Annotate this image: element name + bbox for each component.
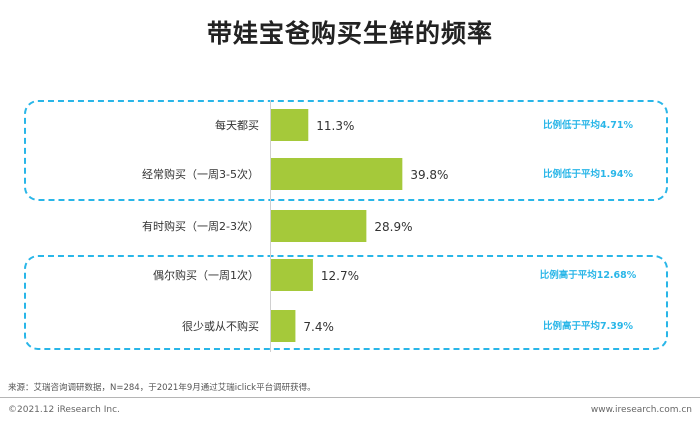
- comparison-annotation: 比例高于平均12.68%: [540, 269, 637, 281]
- value-label: 12.7%: [321, 269, 359, 283]
- category-label: 很少或从不购买: [182, 319, 259, 333]
- comparison-annotation: 比例低于平均1.94%: [543, 168, 633, 180]
- value-label: 28.9%: [374, 220, 412, 234]
- bar: [271, 158, 403, 190]
- bar: [271, 109, 309, 141]
- value-label: 39.8%: [410, 168, 448, 182]
- group-box-below-average: [24, 100, 668, 201]
- copyright-text: ©2021.12 iResearch Inc.: [8, 405, 120, 415]
- category-label: 经常购买（一周3-5次）: [142, 167, 259, 181]
- category-label: 偶尔购买（一周1次）: [153, 268, 259, 282]
- category-label: 每天都买: [215, 118, 259, 132]
- source-note: 来源：艾瑞咨询调研数据，N=284，于2021年9月通过艾瑞iclick平台调研…: [8, 383, 316, 393]
- value-label: 11.3%: [316, 119, 354, 133]
- bar: [271, 259, 313, 291]
- website-text: www.iresearch.com.cn: [590, 405, 692, 415]
- comparison-annotation: 比例低于平均4.71%: [543, 119, 633, 131]
- category-label: 有时购买（一周2-3次）: [142, 219, 259, 233]
- group-box-above-average: [24, 255, 668, 350]
- value-label: 7.4%: [303, 320, 334, 334]
- bar: [271, 310, 296, 342]
- footer-divider: [0, 397, 700, 398]
- chart-title: 带娃宝爸购买生鲜的频率: [206, 19, 493, 48]
- comparison-annotation: 比例高于平均7.39%: [543, 320, 633, 332]
- bar: [271, 210, 367, 242]
